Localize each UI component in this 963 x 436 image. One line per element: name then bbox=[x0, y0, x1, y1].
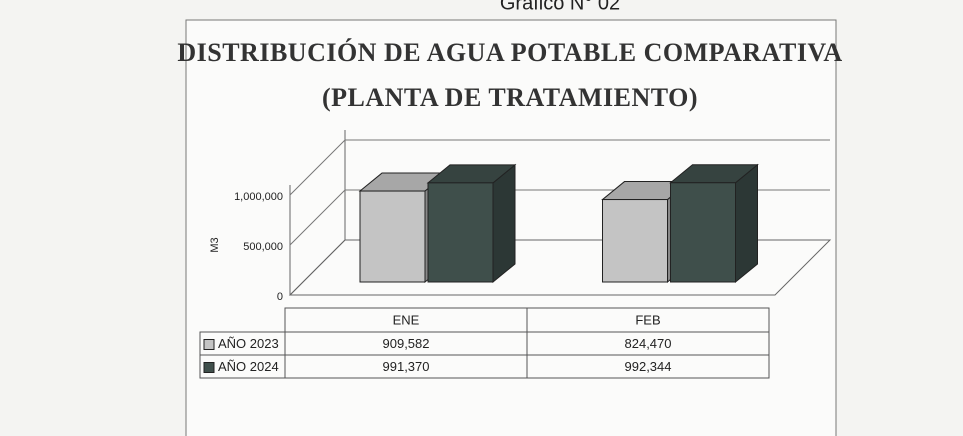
bar bbox=[669, 163, 759, 284]
x-tick-label: FEB bbox=[635, 312, 660, 327]
bar-side bbox=[492, 163, 516, 284]
bar-front bbox=[427, 182, 494, 283]
y-tick-label: 500,000 bbox=[243, 241, 283, 253]
legend-label: AÑO 2023 bbox=[218, 336, 279, 351]
y-tick-label: 0 bbox=[277, 291, 283, 303]
floor bbox=[288, 239, 832, 296]
walls bbox=[288, 130, 832, 296]
chart-subtitle: (PLANTA DE TRATAMIENTO) bbox=[322, 83, 698, 112]
data-label: 991,370 bbox=[383, 359, 430, 374]
legend-swatch bbox=[203, 362, 215, 373]
bar-side bbox=[735, 163, 758, 284]
data-label: 992,344 bbox=[625, 359, 672, 374]
x-tick-label: ENE bbox=[393, 312, 420, 327]
caption: Gráfico N° 02 bbox=[500, 0, 620, 14]
data-label: 909,582 bbox=[383, 336, 430, 351]
y-tick-label: 1,000,000 bbox=[234, 191, 283, 203]
legend-swatch bbox=[203, 339, 215, 350]
data-label: 824,470 bbox=[625, 336, 672, 351]
y-axis-label: M3 bbox=[209, 237, 221, 252]
legend-label: AÑO 2024 bbox=[218, 359, 279, 374]
bar bbox=[426, 163, 517, 284]
bar-front bbox=[670, 182, 736, 283]
grid-line bbox=[289, 139, 830, 196]
bar-front bbox=[359, 190, 426, 283]
chart-title: DISTRIBUCIÓN DE AGUA POTABLE COMPARATIVA bbox=[177, 38, 842, 67]
bar-front bbox=[602, 199, 668, 283]
